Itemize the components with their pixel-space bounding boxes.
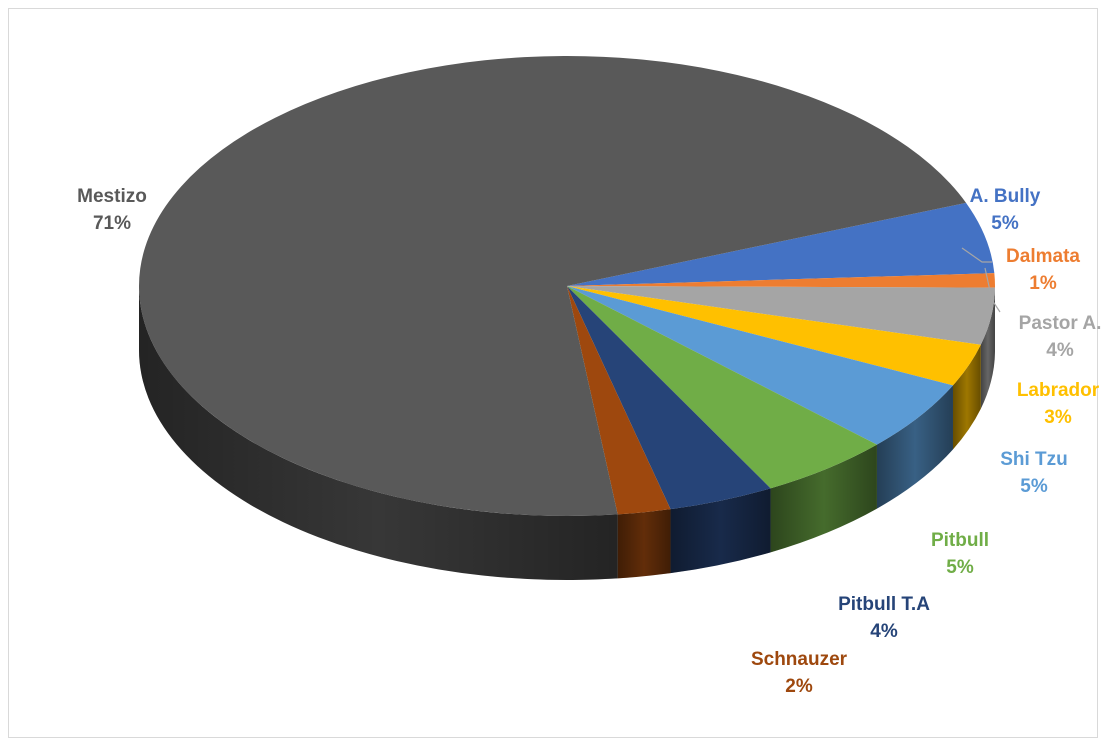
pie-top	[138, 55, 996, 517]
label-value: 5%	[946, 557, 974, 578]
label-pitbull-t-a: Pitbull T.A 4%	[838, 591, 930, 645]
pie-slice-mestizo	[138, 55, 967, 517]
pie-side-shade-0	[139, 286, 618, 580]
label-schnauzer: Schnauzer 2%	[751, 646, 847, 700]
label-mestizo: Mestizo 71%	[77, 183, 147, 237]
label-dalmata: Dalmata 1%	[1006, 243, 1080, 297]
label-pitbull: Pitbull 5%	[931, 527, 989, 581]
label-labrador: Labrador 3%	[1017, 377, 1099, 431]
pie-side-shade-5	[876, 385, 953, 509]
label-name: Shi Tzu	[1000, 449, 1068, 470]
label-value: 3%	[1044, 407, 1072, 428]
label-name: Mestizo	[77, 186, 147, 207]
label-name: Labrador	[1016, 380, 1100, 401]
leader-line-0	[961, 247, 992, 263]
label-value: 4%	[1046, 340, 1074, 361]
label-pastor-a-: Pastor A. 4%	[1019, 310, 1102, 364]
pie-slice-pitbull	[567, 286, 877, 489]
label-shi-tzu: Shi Tzu 5%	[1000, 446, 1068, 500]
label-name: Pastor A.	[1018, 313, 1102, 334]
label-value: 2%	[785, 676, 813, 697]
label-a-bully: A. Bully 5%	[970, 183, 1041, 237]
pie-side-shade-3	[980, 287, 995, 409]
pie-slice-schnauzer	[567, 286, 671, 515]
label-value: 5%	[1020, 476, 1048, 497]
label-value: 5%	[991, 213, 1019, 234]
pie-side-shade-4	[952, 344, 981, 450]
label-name: Dalmata	[1006, 246, 1080, 267]
pie-slice-pitbull-t-a	[567, 286, 771, 510]
pie-slice-labrador	[567, 286, 981, 386]
label-name: Schnauzer	[750, 649, 848, 670]
label-value: 1%	[1029, 273, 1057, 294]
pie-side-shade-7	[670, 488, 771, 574]
pie-side-shade-8	[617, 509, 671, 579]
label-name: A. Bully	[969, 186, 1041, 207]
pie-slice-dalmata	[567, 273, 996, 288]
pie-slice-shi-tzu	[567, 286, 953, 445]
pie-slice-pastor-a-	[567, 286, 995, 345]
label-value: 71%	[92, 213, 132, 234]
leader-line-1	[984, 267, 1001, 313]
pie-side-shade-6	[770, 444, 877, 553]
label-name: Pitbull T.A	[838, 594, 930, 615]
label-name: Pitbull	[930, 530, 990, 551]
pie-sides	[139, 286, 995, 580]
label-value: 4%	[870, 621, 898, 642]
pie-slice-a-bully	[567, 202, 995, 286]
